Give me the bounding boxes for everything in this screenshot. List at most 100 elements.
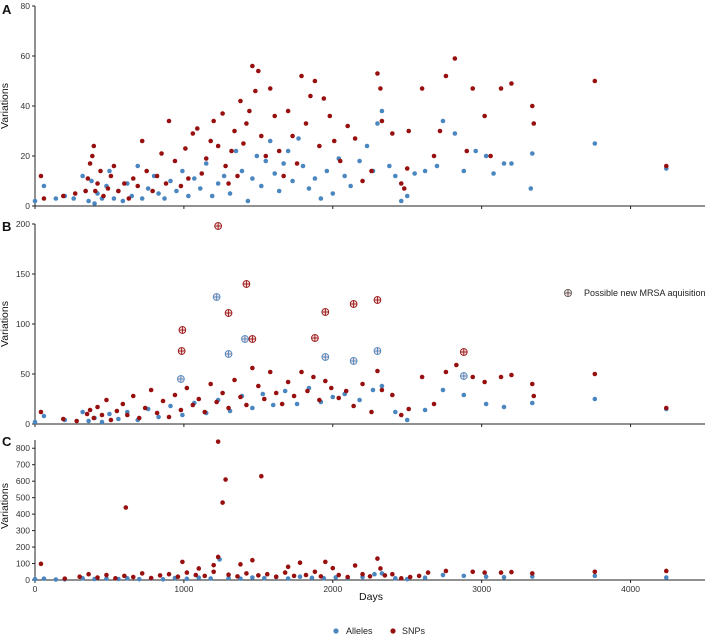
allele-point [32,419,38,425]
snp-point [241,141,246,146]
snp-point [91,143,97,149]
snp-point [360,381,365,387]
snp-point [282,570,288,575]
snp-point [390,131,395,136]
snp-point [290,133,295,139]
snp-point [116,188,121,194]
snp-point [406,128,412,134]
snp-point [238,394,243,400]
snp-point [259,133,264,139]
allele-point [174,188,179,194]
panel-c-x-tick-label: 4000 [621,584,640,594]
legend-snps-marker [390,628,396,634]
snp-point [193,572,199,578]
allele-point [592,573,598,579]
allele-point [92,201,97,206]
snp-point [148,575,154,581]
snp-point [375,368,380,374]
snp-point [336,395,342,401]
mrsa-point [214,222,222,230]
allele-point [501,574,507,580]
snp-point [123,505,129,510]
allele-point [162,196,167,201]
snp-point [211,118,216,124]
snp-point [407,574,413,580]
allele-point [89,178,94,184]
snp-point [154,173,160,179]
allele-point [136,576,142,582]
snp-point [104,397,109,403]
allele-point [296,136,301,141]
allele-point [267,138,273,144]
snp-point [328,385,334,391]
snp-point [663,568,669,574]
allele-point [483,401,489,407]
snp-point [531,121,537,126]
snp-point [253,88,258,94]
allele-point [41,576,47,581]
mrsa-legend: Possible new MRSA aquisition [564,288,706,298]
snp-point [482,113,487,119]
panel-a-ylabel: Variations [0,83,11,129]
snp-point [238,98,243,104]
snp-point [470,569,476,575]
snp-point [360,571,365,577]
allele-point [393,173,398,179]
snp-point [592,569,598,575]
allele-point [412,171,417,176]
snp-point [336,572,342,578]
snp-point [235,574,240,579]
allele-point [168,178,173,184]
allele-point [156,191,161,196]
panel-b-y-tick-label: 50 [21,369,31,379]
panel-a-y-tick-label: 40 [21,101,31,111]
snp-point [529,103,535,109]
snp-point [267,86,273,91]
allele-point [483,574,489,580]
mrsa-point [224,350,233,358]
mrsa-legend-label: Possible new MRSA aquisition [584,288,706,298]
snp-point [229,148,234,154]
allele-point [379,108,385,114]
allele-point [111,196,117,201]
snp-point [247,108,252,114]
snp-point [126,196,132,201]
snp-point [531,393,537,399]
snp-point [62,576,68,581]
snp-point [108,173,114,179]
snp-point [431,153,437,159]
snp-point [104,572,109,578]
snp-point [235,173,240,179]
allele-point [318,196,324,201]
allele-point [357,397,362,403]
panel-a-y-tick-label: 20 [21,151,31,161]
snp-point [367,574,373,579]
allele-point [260,391,266,397]
mrsa-point [241,335,249,343]
snp-point [279,401,285,407]
snp-point [172,158,178,164]
snp-point [87,161,93,166]
snp-point [199,171,205,176]
snp-point [317,397,322,403]
panel-c-y-tick-label: 100 [16,559,30,569]
snp-point [91,415,97,421]
snp-point [93,188,98,194]
snp-point [352,563,358,568]
snp-point [299,73,304,79]
snp-point [98,168,103,174]
snp-point [95,404,100,410]
snp-point [226,181,231,186]
snp-point [390,571,395,577]
allele-point [306,186,312,191]
snp-point [443,73,449,79]
allele-point [107,168,112,174]
allele-point [398,198,404,204]
snp-point [111,163,117,169]
snp-point [184,385,190,391]
snp-point [369,409,374,415]
snp-point [226,405,231,411]
allele-point [501,404,507,410]
snp-point [232,377,237,383]
